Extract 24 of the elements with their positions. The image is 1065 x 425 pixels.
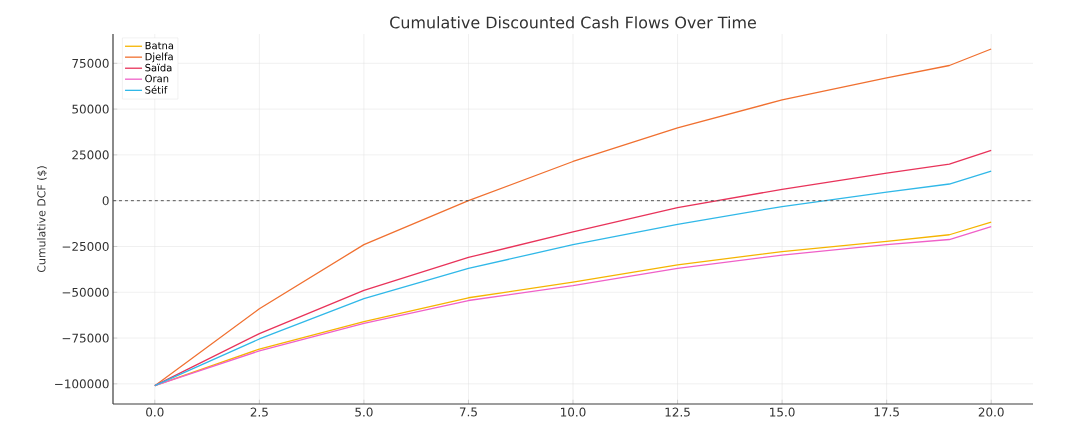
x-tick-label: 5.0 <box>355 407 373 417</box>
x-tick-label: 10.0 <box>561 407 586 417</box>
x-tick-label: 15.0 <box>770 407 795 417</box>
x-tick-label: 7.5 <box>459 407 477 417</box>
y-tick-label: 75000 <box>72 58 109 68</box>
chart-title: Cumulative Discounted Cash Flows Over Time <box>390 16 756 29</box>
y-tick-label: −75000 <box>62 333 109 343</box>
x-tick-label: 0.0 <box>146 407 164 417</box>
x-tick-label: 12.5 <box>665 407 690 417</box>
y-tick-label: 0 <box>102 196 109 206</box>
x-tick-label: 20.0 <box>978 407 1004 417</box>
legend-label: Sétif <box>145 85 168 94</box>
legend-label: Saïda <box>145 63 172 72</box>
y-tick-label: −50000 <box>62 287 109 297</box>
legend-label: Oran <box>145 74 169 83</box>
y-tick-label: −100000 <box>55 379 109 389</box>
legend-label: Batna <box>145 41 174 50</box>
y-axis-title: Cumulative DCF ($) <box>37 166 47 273</box>
y-tick-label: 25000 <box>72 150 109 160</box>
legend-label: Djelfa <box>145 52 173 63</box>
y-tick-label: 50000 <box>72 104 109 114</box>
x-tick-label: 2.5 <box>250 407 268 417</box>
y-tick-label: −25000 <box>62 241 109 251</box>
x-tick-label: 17.5 <box>874 407 899 417</box>
